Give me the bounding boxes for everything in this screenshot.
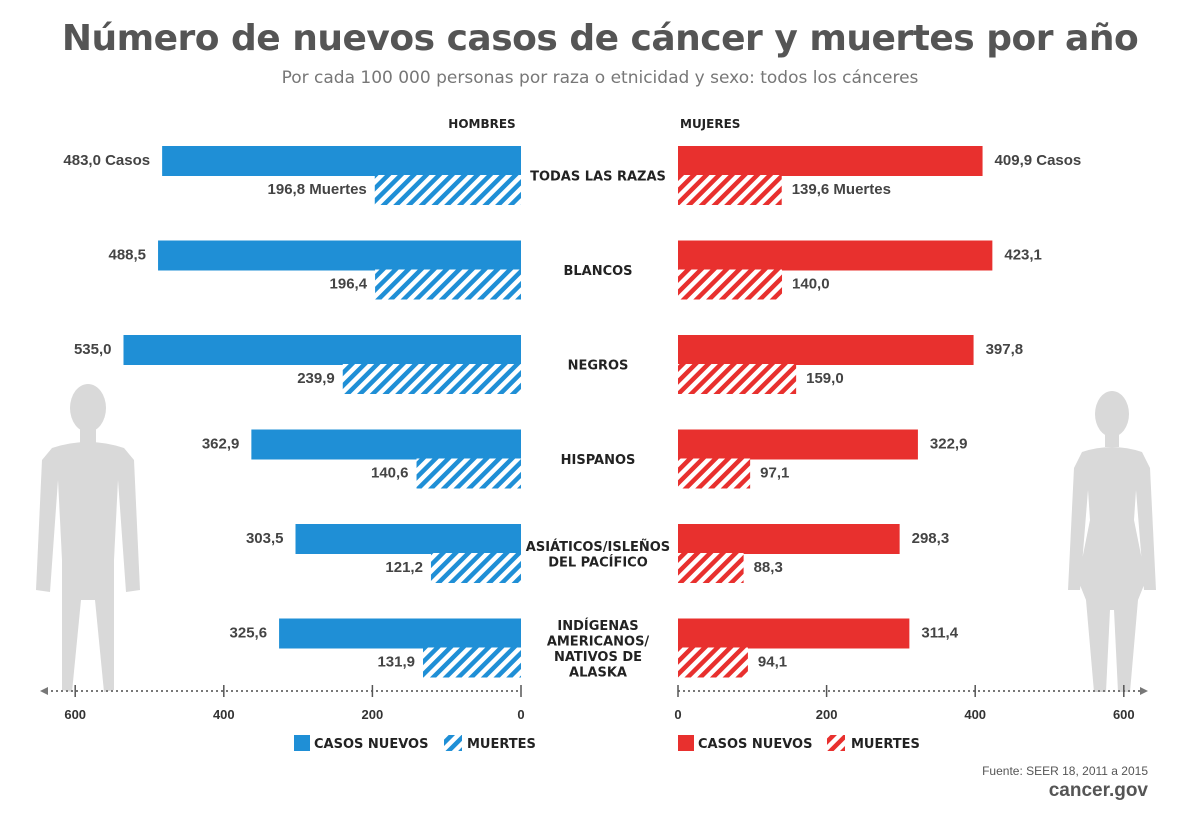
bar-men-cases-3 [251,429,521,460]
category-label-2: NEGROS [568,359,629,374]
category-label-line: ASIÁTICOS/ISLEÑOS [526,539,670,555]
men-panel-header: HOMBRES [448,117,515,131]
male-silhouette-icon [36,384,140,692]
label-men-deaths-3: 140,6 [371,465,409,482]
women-tick-label-1: 200 [816,707,838,722]
label-men-deaths-2: 239,9 [297,370,335,387]
label-men-cases-0: 483,0 Casos [63,152,150,169]
chart-subtitle: Por cada 100 000 personas por raza o etn… [281,68,919,88]
label-women-deaths-3: 97,1 [760,465,789,482]
category-label-line: NATIVOS DE [554,650,642,665]
bar-women-deaths-0 [678,175,782,205]
category-label-3: HISPANOS [561,453,636,468]
bar-women-cases-1 [678,240,993,271]
men-axis-arrow [40,687,48,695]
label-men-cases-1: 488,5 [108,247,146,264]
bar-women-deaths-4 [678,553,744,583]
category-label-line: BLANCOS [563,264,632,279]
site-credit: cancer.gov [1048,780,1148,801]
category-label-4: ASIÁTICOS/ISLEÑOS DEL PACÍFICO [526,539,670,571]
label-women-deaths-1: 140,0 [792,276,830,293]
bar-women-cases-2 [678,335,974,365]
legend-swatch-men-deaths [444,735,462,751]
women-panel-header: MUJERES [680,117,740,131]
label-men-cases-3: 362,9 [202,436,240,453]
bar-women-cases-0 [678,146,983,176]
label-women-cases-1: 423,1 [1004,247,1042,264]
legend-swatch-men-cases [294,735,310,751]
category-label-5: INDÍGENAS AMERICANOS/NATIVOS DE ALASKA [547,618,650,681]
category-labels: TODAS LAS RAZAS BLANCOS NEGROS HISPANOS ASIÁ… [526,170,670,681]
bar-men-deaths-2 [342,364,521,394]
label-men-cases-4: 303,5 [246,530,284,547]
men-tick-label-1: 400 [213,707,235,722]
chart-title: Número de nuevos casos de cáncer y muert… [61,18,1139,59]
label-men-deaths-1: 196,4 [330,276,368,293]
men-tick-label-0: 600 [64,707,86,722]
x-axes: 600 400 200 0 0 200 400 600 [40,685,1148,722]
men-tick-label-3: 0 [517,707,524,722]
legend-men-deaths: MUERTES [467,737,536,752]
bar-men-cases-2 [123,335,522,365]
label-men-cases-5: 325,6 [230,625,268,642]
label-women-deaths-4: 88,3 [754,559,783,576]
bar-women-deaths-3 [678,458,751,489]
source-note: Fuente: SEER 18, 2011 a 2015 [982,764,1148,778]
category-label-line: TODAS LAS RAZAS [530,170,666,185]
label-women-cases-4: 298,3 [912,530,950,547]
bar-men-deaths-3 [416,458,521,489]
bar-women-cases-3 [678,429,918,460]
label-women-cases-5: 311,4 [921,625,958,642]
category-label-line: AMERICANOS/ [547,634,650,649]
legend-men-cases: CASOS NUEVOS [314,737,428,752]
label-men-cases-2: 535,0 [74,341,112,358]
bar-women-deaths-5 [678,647,748,678]
label-men-deaths-4: 121,2 [385,559,423,576]
legend-swatch-women-cases [678,735,694,751]
bar-women-deaths-2 [678,364,797,394]
women-tick-label-3: 600 [1113,707,1135,722]
bar-men-cases-5 [279,618,521,649]
women-tick-label-2: 400 [964,707,986,722]
women-legend: CASOS NUEVOS MUERTES [678,735,920,752]
label-women-cases-0: 409,9 Casos [995,152,1082,169]
bar-men-deaths-0 [374,175,521,205]
bar-men-cases-4 [295,524,521,554]
category-label-1: BLANCOS [563,264,632,279]
bar-men-cases-0 [162,146,522,176]
label-men-deaths-0: 196,8 Muertes [268,181,367,198]
bar-men-deaths-5 [422,647,521,678]
category-label-line: DEL PACÍFICO [548,554,648,570]
bar-women-cases-4 [678,524,900,554]
category-label-0: TODAS LAS RAZAS [530,170,666,185]
legend-swatch-women-deaths [827,735,845,751]
label-women-deaths-0: 139,6 Muertes [792,181,891,198]
female-silhouette-icon [1068,391,1156,692]
bar-men-deaths-4 [430,553,521,583]
label-men-deaths-5: 131,9 [377,654,415,671]
bar-men-deaths-1 [375,269,521,300]
bar-women-deaths-1 [678,269,783,300]
bar-women-cases-5 [678,618,910,649]
women-axis-arrow [1140,687,1148,695]
bar-men-cases-1 [158,240,521,271]
label-women-cases-2: 397,8 [986,341,1024,358]
women-tick-label-0: 0 [674,707,681,722]
label-women-deaths-5: 94,1 [758,654,787,671]
category-label-line: ALASKA [569,665,627,680]
category-label-line: INDÍGENAS [557,618,638,634]
legend-women-deaths: MUERTES [851,737,920,752]
men-legend: CASOS NUEVOS MUERTES [294,735,536,752]
label-women-cases-3: 322,9 [930,436,968,453]
men-tick-label-2: 200 [362,707,384,722]
chart-bars: 483,0 Casos 196,8 Muertes 409,9 Casos 139,6… [63,146,1081,678]
category-label-line: NEGROS [568,359,629,374]
category-label-line: HISPANOS [561,453,636,468]
legend-women-cases: CASOS NUEVOS [698,737,812,752]
label-women-deaths-2: 159,0 [806,370,844,387]
